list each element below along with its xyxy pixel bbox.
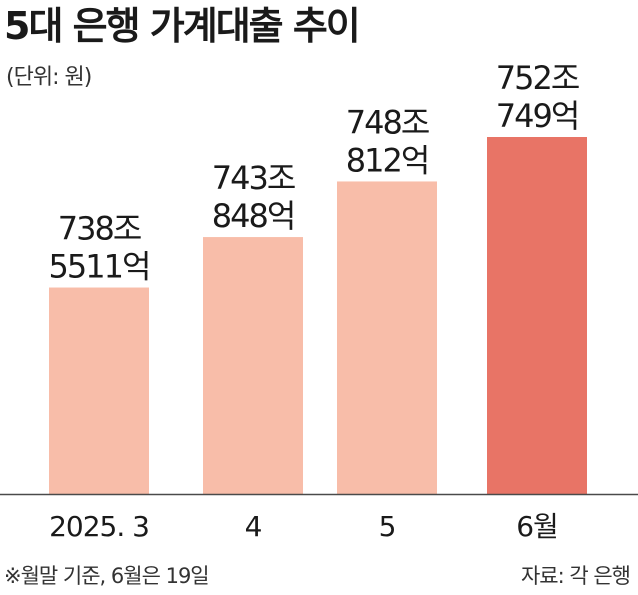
- x-tick-label: 5: [379, 510, 396, 543]
- bar-2: [337, 181, 437, 494]
- x-tick-label: 2025. 3: [49, 510, 149, 543]
- bar-0: [49, 287, 149, 494]
- bar-value-label: 848억: [212, 197, 295, 235]
- x-tick-label: 4: [245, 510, 262, 543]
- bar-value-label: 743조: [212, 159, 295, 197]
- bar-value-label: 812억: [346, 141, 429, 179]
- bar-value-label: 738조: [58, 210, 141, 248]
- bar-value-label: 749억: [496, 97, 579, 135]
- bar-value-label: 752조: [496, 59, 579, 97]
- chart-title: 5대 은행 가계대출 추이: [4, 4, 361, 48]
- source-note: 자료: 각 은행: [520, 564, 631, 588]
- bar-value-label: 748조: [346, 103, 429, 141]
- footnote: ※월말 기준, 6월은 19일: [4, 564, 210, 588]
- bar-value-label: 5511억: [49, 248, 150, 286]
- unit-label: (단위: 원): [6, 65, 92, 90]
- x-tick-label: 6월: [516, 510, 558, 543]
- bar-3: [487, 137, 587, 494]
- bar-1: [203, 237, 303, 495]
